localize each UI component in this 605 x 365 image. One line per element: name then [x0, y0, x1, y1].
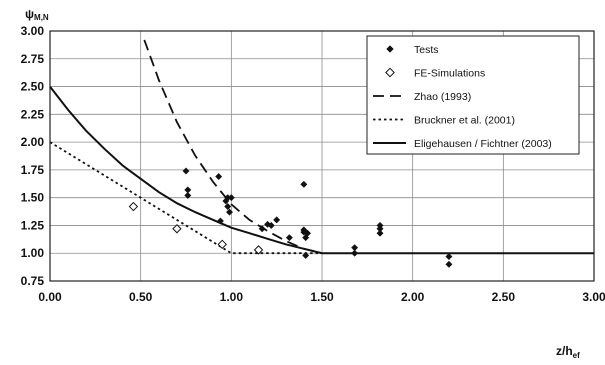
y-tick-label: 0.75: [21, 274, 45, 288]
test-point: [227, 194, 235, 202]
test-point: [273, 216, 281, 224]
series-line-solid: [49, 85, 594, 255]
y-tick-label: 1.25: [21, 218, 45, 232]
x-tick-label: 0.00: [38, 290, 62, 304]
y-tick-label: 2.50: [21, 80, 45, 94]
y-axis-label-sub: M,N: [34, 13, 49, 22]
legend-marker: [385, 67, 395, 78]
test-point: [258, 225, 266, 233]
series-line-dashed: [143, 39, 323, 255]
test-point: [182, 167, 190, 175]
y-axis-label: ψM,N: [25, 7, 49, 22]
x-axis-label-sub: ef: [573, 351, 580, 360]
y-tick-label: 2.00: [21, 135, 45, 149]
test-point: [285, 234, 293, 242]
x-axis-label: z/hef: [556, 344, 580, 360]
fe-simulation-point: [128, 201, 139, 212]
legend-box: [366, 35, 580, 155]
x-tick-label: 0.50: [129, 290, 153, 304]
test-point: [300, 180, 308, 188]
test-point: [445, 260, 453, 268]
x-tick-label: 3.00: [582, 290, 605, 304]
y-axis-label-main: ψ: [25, 7, 34, 21]
y-tick-label: 1.00: [21, 246, 45, 260]
y-tick-label: 1.75: [21, 163, 45, 177]
test-point: [376, 229, 384, 237]
test-point: [302, 251, 310, 259]
test-point: [300, 228, 308, 236]
test-point: [224, 203, 232, 211]
fe-simulation-point: [172, 224, 182, 234]
legend-label: FE-Simulations: [414, 68, 485, 80]
y-tick-label: 2.75: [21, 52, 45, 66]
y-tick-label: 3.00: [21, 24, 45, 38]
legend: Tests FE-Simulations Zhao (1993) Bruckner e…: [366, 35, 580, 155]
legend-label: Tests: [414, 44, 439, 56]
test-point: [216, 217, 225, 225]
plot-frame: [49, 30, 595, 282]
test-point: [445, 253, 453, 261]
test-point: [351, 249, 359, 257]
x-tick-label: 2.50: [492, 290, 516, 304]
y-tick-label: 1.50: [21, 191, 45, 205]
legend-marker: [386, 45, 394, 53]
series-lines: [49, 39, 594, 255]
x-tick-label: 1.50: [310, 290, 334, 304]
test-point: [215, 173, 223, 181]
legend-label: Bruckner et al. (2001): [414, 115, 515, 127]
legend-label: Eligehausen / Fichtner (2003): [414, 138, 552, 150]
test-point: [184, 191, 192, 199]
x-tick-label: 2.00: [401, 290, 425, 304]
test-point: [303, 229, 312, 237]
x-axis-label-main: z/h: [556, 344, 573, 358]
x-tick-label: 1.00: [220, 290, 244, 304]
fe-simulation-point: [217, 239, 227, 250]
fe-simulation-point: [253, 245, 264, 255]
test-point: [267, 221, 275, 229]
test-point: [225, 208, 234, 216]
ticks: 0.75 1.00 1.25 1.50 1.75 2.00 2.25 2.50 2.75 3.00…: [21, 24, 605, 304]
legend-label: Zhao (1993): [414, 91, 471, 103]
series-points: [128, 167, 453, 268]
y-tick-label: 2.25: [21, 107, 45, 121]
